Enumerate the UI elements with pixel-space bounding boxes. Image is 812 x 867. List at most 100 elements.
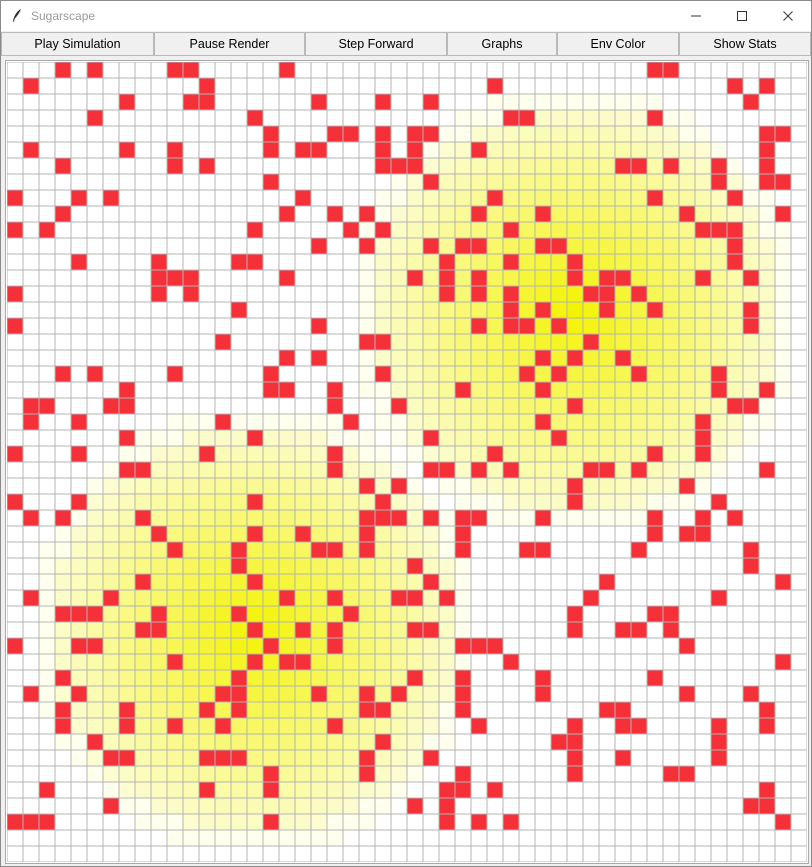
sugar-cell: [246, 477, 264, 495]
sugar-cell: [486, 173, 504, 191]
sugar-cell: [710, 125, 728, 143]
agent-cell: [358, 685, 376, 703]
sugar-cell: [662, 301, 680, 319]
simulation-canvas[interactable]: [5, 60, 809, 864]
sugar-cell: [630, 781, 648, 799]
sugar-cell: [790, 589, 807, 607]
sugar-cell: [790, 557, 807, 575]
agent-cell: [694, 269, 712, 287]
agent-cell: [438, 781, 456, 799]
sugar-cell: [582, 557, 600, 575]
sugar-cell: [230, 445, 248, 463]
sugar-cell: [470, 669, 488, 687]
sugar-cell: [774, 797, 792, 815]
sugar-cell: [326, 141, 344, 159]
agent-cell: [150, 253, 168, 271]
sugar-cell: [118, 301, 136, 319]
step-forward-button[interactable]: Step Forward: [305, 32, 447, 56]
agent-cell: [38, 781, 56, 799]
sugar-cell: [790, 653, 807, 671]
agent-cell: [374, 509, 392, 527]
sugar-cell: [422, 62, 440, 79]
sugar-cell: [566, 285, 584, 303]
close-button[interactable]: [765, 1, 811, 31]
sugar-cell: [390, 557, 408, 575]
sugar-cell: [310, 605, 328, 623]
sugar-cell: [438, 717, 456, 735]
env-color-button[interactable]: Env Color: [557, 32, 679, 56]
sugar-cell: [7, 141, 24, 159]
minimize-button[interactable]: [673, 1, 719, 31]
sugar-cell: [294, 445, 312, 463]
sugar-cell: [246, 397, 264, 415]
sugar-cell: [774, 717, 792, 735]
agent-cell: [278, 589, 296, 607]
pause-render-button[interactable]: Pause Render: [154, 32, 305, 56]
sugar-cell: [566, 653, 584, 671]
show-stats-button[interactable]: Show Stats: [679, 32, 811, 56]
maximize-button[interactable]: [719, 1, 765, 31]
feather-icon: [13, 8, 22, 22]
sugar-cell: [374, 477, 392, 495]
sugar-cell: [502, 141, 520, 159]
sugar-cell: [454, 621, 472, 639]
sugar-cell: [358, 605, 376, 623]
sugar-cell: [790, 701, 807, 719]
sugar-cell: [630, 317, 648, 335]
sugar-cell: [662, 381, 680, 399]
sugar-cell: [678, 829, 696, 847]
sugar-cell: [390, 333, 408, 351]
sugar-cell: [582, 125, 600, 143]
sugar-cell: [118, 477, 136, 495]
sugar-cell: [502, 685, 520, 703]
sugar-cell: [374, 253, 392, 271]
sugar-cell: [598, 205, 616, 223]
sugar-cell: [166, 557, 184, 575]
sugar-cell: [710, 541, 728, 559]
agent-cell: [326, 397, 344, 415]
title-bar[interactable]: Sugarscape: [1, 1, 811, 31]
graphs-button[interactable]: Graphs: [447, 32, 557, 56]
sugar-cell: [262, 573, 280, 591]
sugar-cell: [678, 125, 696, 143]
agent-cell: [326, 541, 344, 559]
sugar-cell: [710, 685, 728, 703]
sugar-cell: [262, 589, 280, 607]
agent-cell: [726, 237, 744, 255]
sugar-cell: [486, 509, 504, 527]
agent-cell: [70, 413, 88, 431]
agent-cell: [166, 157, 184, 175]
sugar-cell: [646, 557, 664, 575]
sugar-cell: [726, 173, 744, 191]
sugar-cell: [182, 781, 200, 799]
sugar-cell: [118, 557, 136, 575]
sugar-cell: [70, 237, 88, 255]
sugar-cell: [310, 77, 328, 95]
sugar-cell: [134, 845, 152, 862]
sugar-cell: [710, 797, 728, 815]
sugar-cell: [358, 381, 376, 399]
sugar-cell: [726, 765, 744, 783]
sugar-cell: [262, 685, 280, 703]
sugar-cell: [646, 205, 664, 223]
sugar-cell: [374, 317, 392, 335]
agent-cell: [742, 269, 760, 287]
sugar-cell: [262, 797, 280, 815]
sugar-cell: [118, 317, 136, 335]
sugar-cell: [134, 797, 152, 815]
sugar-cell: [102, 141, 120, 159]
sugar-cell: [582, 797, 600, 815]
sugar-cell: [342, 141, 360, 159]
play-simulation-button[interactable]: Play Simulation: [1, 32, 154, 56]
sugar-cell: [326, 349, 344, 367]
sugar-cell: [86, 701, 104, 719]
sugar-cell: [422, 541, 440, 559]
sugar-cell: [342, 701, 360, 719]
sugar-cell: [694, 333, 712, 351]
sugarscape-grid[interactable]: [7, 62, 807, 862]
sugar-cell: [630, 77, 648, 95]
sugar-cell: [790, 733, 807, 751]
sugar-cell: [150, 189, 168, 207]
sugar-cell: [662, 285, 680, 303]
sugar-cell: [262, 189, 280, 207]
